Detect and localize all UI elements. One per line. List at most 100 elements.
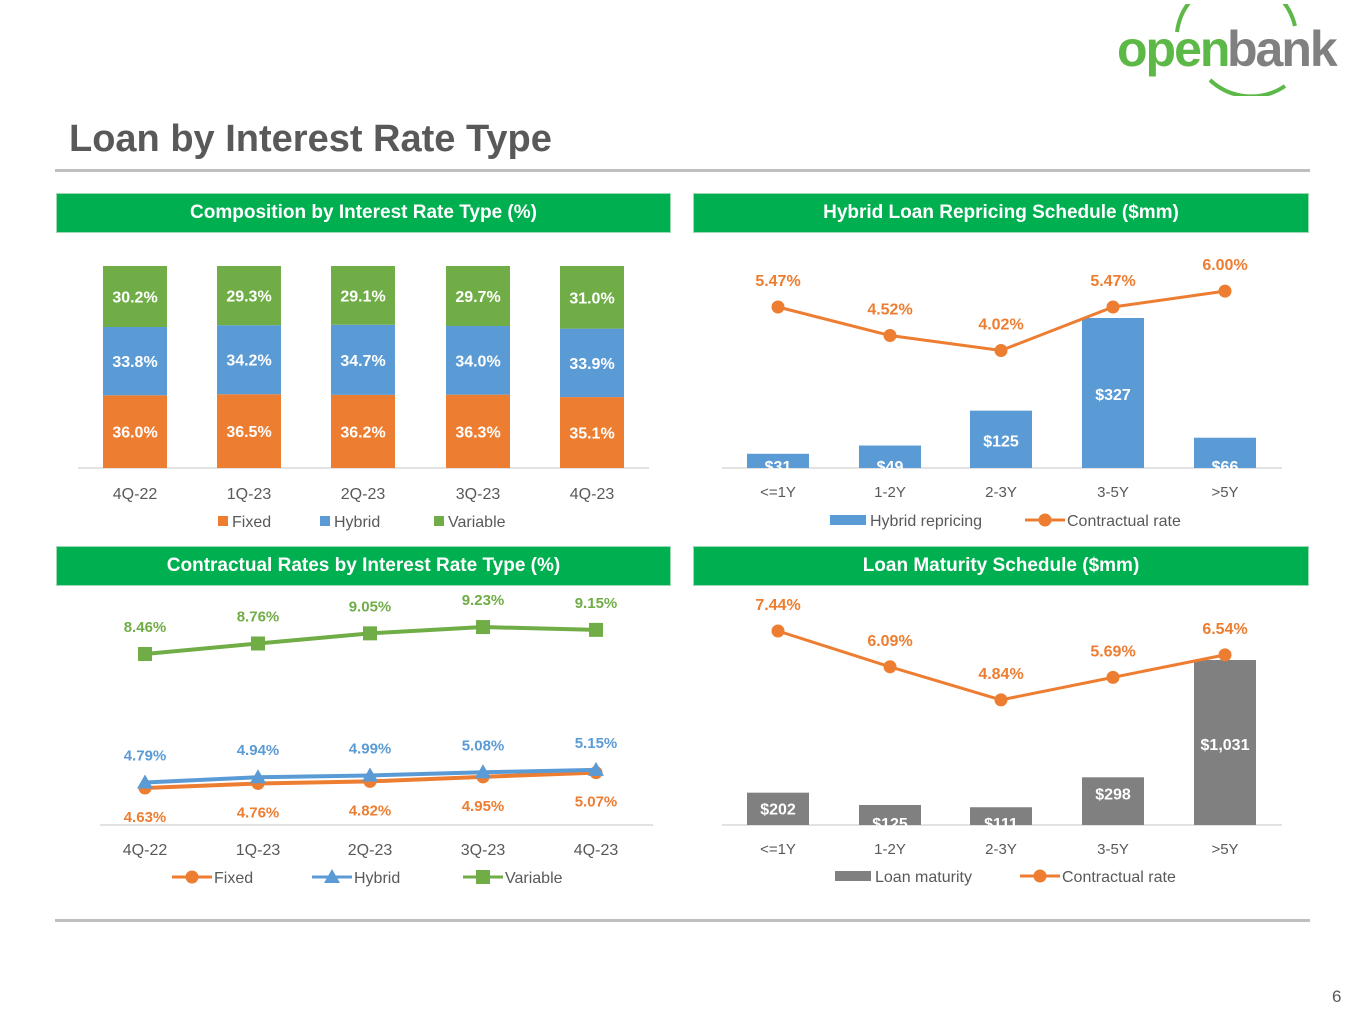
chart1-bar-hybrid [446, 325, 510, 395]
chart3-legend-2-marker [476, 870, 490, 884]
chart1-data-label: 33.9% [569, 356, 614, 373]
chart1-data-label: 35.1% [569, 426, 614, 443]
title-divider [55, 169, 1310, 172]
chart2-header: Hybrid Loan Repricing Schedule ($mm) [693, 193, 1309, 233]
chart3-label-hybrid: 5.08% [462, 737, 505, 754]
chart4-rate-label: 7.44% [755, 597, 800, 614]
chart1-header: Composition by Interest Rate Type (%) [56, 193, 671, 233]
chart1-bar-variable [331, 266, 395, 325]
chart4-header: Loan Maturity Schedule ($mm) [693, 546, 1309, 586]
chart4-bar-label: $125 [872, 816, 908, 833]
chart4-tick-label: >5Y [1211, 841, 1238, 858]
chart1-data-label: 33.8% [112, 354, 157, 371]
chart1-tick-label: 4Q-22 [113, 486, 158, 503]
chart4-bar-label: $202 [760, 802, 796, 819]
chart2-rate-label: 4.52% [867, 302, 912, 319]
chart1-bar-variable [446, 266, 510, 326]
chart1-data-label: 30.2% [112, 290, 157, 307]
chart2-bar-label: $327 [1095, 387, 1131, 404]
chart3-point-hybrid [137, 774, 153, 789]
chart2-bar-label: $31 [765, 459, 792, 476]
chart1-data-label: 29.7% [455, 289, 500, 306]
chart3-label-fixed: 4.63% [124, 809, 167, 826]
chart1-data-label: 34.7% [340, 353, 385, 370]
chart1-data-label: 36.2% [340, 424, 385, 441]
chart2-rate-point [771, 300, 785, 314]
chart4-rate-label: 5.69% [1090, 643, 1135, 660]
chart4-bar [747, 792, 809, 825]
chart2-legend-1-label: Contractual rate [1067, 513, 1181, 530]
chart2-rate-point [994, 344, 1008, 357]
chart2-rate-point [883, 329, 897, 342]
chart2-bar [1082, 318, 1144, 468]
chart3-legend-0-label: Fixed [214, 870, 253, 887]
chart3-point-variable [363, 626, 377, 641]
chart1-data-label: 36.3% [455, 424, 500, 441]
chart3-point-hybrid [362, 767, 378, 782]
chart3-legend-0-marker [185, 870, 199, 884]
chart1-data-label: 34.2% [226, 353, 271, 370]
chart2-tick-label: 2-3Y [985, 484, 1017, 501]
page-title: Loan by Interest Rate Type [69, 118, 552, 160]
chart1-data-label: 34.0% [455, 353, 500, 370]
chart3-point-variable [589, 622, 603, 637]
chart2-bar-label: $66 [1212, 459, 1239, 476]
chart2-rate-label: 4.02% [978, 317, 1023, 334]
chart2-legend-0-label: Hybrid repricing [870, 513, 982, 530]
chart1-bar-hybrid [560, 328, 624, 398]
chart3-label-variable: 9.05% [349, 598, 392, 615]
chart1-legend-1-label: Hybrid [334, 514, 380, 531]
chart2-bar [859, 445, 921, 468]
chart1-data-label: 36.0% [112, 425, 157, 442]
chart1-tick-label: 3Q-23 [456, 486, 501, 503]
svg-text:bank: bank [1227, 21, 1338, 77]
chart3-tick-label: 2Q-23 [348, 842, 393, 859]
chart2-tick-label: 1-2Y [874, 484, 906, 501]
chart3-tick-label: 4Q-23 [574, 842, 619, 859]
chart3-point-hybrid [475, 764, 491, 779]
chart1-bar-variable [560, 266, 624, 329]
chart2-rate-label: 5.47% [1090, 273, 1135, 290]
chart1-bar-variable [103, 266, 167, 328]
chart3-point-hybrid [250, 769, 266, 784]
chart3-label-variable: 9.15% [575, 595, 618, 612]
chart4-rate-point [771, 624, 785, 638]
chart2-rate-label: 5.47% [755, 273, 800, 290]
chart1-bar-fixed [560, 397, 624, 468]
chart3-label-fixed: 4.95% [462, 798, 505, 815]
chart2-rate-point [1218, 284, 1232, 298]
chart4-bar [859, 804, 921, 825]
chart3-header: Contractual Rates by Interest Rate Type … [56, 546, 671, 586]
chart3-tick-label: 3Q-23 [461, 842, 506, 859]
chart1-legend-0-swatch [218, 516, 228, 526]
chart4-rate-point [994, 693, 1008, 707]
chart1-legend-1-swatch [320, 516, 330, 526]
chart3-label-variable: 9.23% [462, 592, 505, 609]
chart1-bar-hybrid [331, 324, 395, 395]
bottom-divider [55, 919, 1310, 922]
chart2-tick-label: 3-5Y [1097, 484, 1129, 501]
chart3-label-fixed: 4.76% [237, 805, 280, 822]
chart4-rate-point [1106, 670, 1120, 684]
chart4-tick-label: <=1Y [760, 841, 796, 858]
chart3-label-fixed: 4.82% [349, 802, 392, 819]
chart1-data-label: 29.3% [226, 289, 271, 306]
chart2-tick-label: <=1Y [760, 484, 796, 501]
chart4-tick-label: 2-3Y [985, 841, 1017, 858]
chart3-label-hybrid: 4.99% [349, 740, 392, 757]
chart3-tick-label: 1Q-23 [236, 842, 281, 859]
chart2-tick-label: >5Y [1211, 484, 1238, 501]
chart4-rate-point [1218, 648, 1232, 662]
chart3-point-variable [138, 647, 152, 661]
chart1-legend-2-swatch [434, 516, 444, 526]
chart4-rate-label: 4.84% [978, 666, 1023, 683]
chart3-label-hybrid: 4.79% [124, 747, 167, 764]
chart3-point-variable [251, 636, 265, 651]
svg-text:open: open [1117, 21, 1228, 77]
chart4-legend-1-marker [1033, 869, 1047, 883]
chart3-tick-label: 4Q-22 [123, 842, 168, 859]
chart1-data-label: 36.5% [226, 424, 271, 441]
chart1-tick-label: 2Q-23 [341, 486, 386, 503]
chart2-bar [970, 410, 1032, 468]
